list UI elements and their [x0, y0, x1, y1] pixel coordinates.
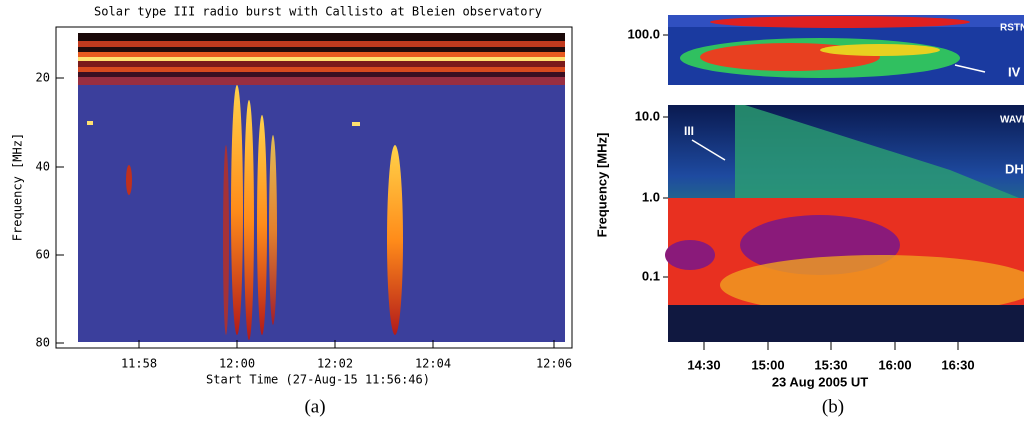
x-tick-label: 11:58: [121, 357, 157, 371]
x-tick-label: 15:00: [751, 357, 784, 372]
annotation: III: [684, 124, 694, 138]
band: [78, 67, 565, 72]
y-axis-label: Frequency [MHz]: [11, 133, 25, 241]
y-tick-label: 40: [36, 160, 50, 174]
y-tick-label: 60: [36, 248, 50, 262]
burst: [126, 165, 132, 195]
x-tick-label: 16:30: [941, 357, 974, 372]
arrow: [691, 139, 726, 161]
y-tick-label: 80: [36, 336, 50, 350]
annotation: WAVES: [1000, 115, 1024, 126]
burst: [387, 145, 403, 335]
y-tick-label: 10.0: [635, 108, 660, 123]
panel-title: Solar type III radio burst with Callisto…: [94, 5, 542, 19]
spot: [352, 122, 360, 126]
panel-a: Solar type III radio burst with Callisto…: [11, 5, 573, 417]
band: [78, 72, 565, 77]
band: [710, 16, 970, 28]
x-ticks: 11:58 12:00 12:02 12:04 12:06: [121, 340, 572, 371]
y-tick-label: 100.0: [627, 26, 660, 41]
y-axis-label: Frequency [MHz]: [594, 133, 609, 238]
band: [78, 52, 565, 57]
emission: [820, 44, 940, 56]
x-tick-label: 15:30: [814, 357, 847, 372]
x-tick-label: 12:06: [536, 357, 572, 371]
caption: (b): [822, 396, 844, 417]
band: [78, 47, 565, 52]
burst: [231, 85, 243, 335]
x-tick-label: 12:04: [415, 357, 451, 371]
arrow: [954, 64, 986, 73]
y-tick-label: 1.0: [642, 189, 660, 204]
spot: [87, 121, 93, 125]
burst: [269, 135, 277, 325]
annotation: DH II: [1005, 161, 1024, 176]
x-axis-label: Start Time (27-Aug-15 11:56:46): [206, 373, 430, 387]
band: [668, 305, 1024, 342]
axes-frame: [55, 26, 573, 349]
emission: [665, 240, 715, 270]
emission: [720, 255, 1024, 315]
annotation: RSTN: [1000, 23, 1024, 34]
band: [78, 33, 565, 41]
y-ticks: 100.0 10.0 1.0 0.1: [627, 26, 668, 283]
burst: [257, 115, 267, 335]
band: [78, 61, 565, 67]
y-ticks: 20 40 60 80: [36, 71, 64, 350]
x-ticks: 14:30 15:00 15:30 16:00 16:30: [687, 342, 975, 372]
x-tick-label: 12:00: [219, 357, 255, 371]
annotation: IV: [1008, 64, 1021, 79]
x-tick-label: 12:02: [317, 357, 353, 371]
band: [78, 57, 565, 61]
panel-b: Frequency [MHz] 100.0 10.0 1.0 0.1 14:30 15:…: [594, 15, 1024, 417]
burst: [223, 145, 229, 335]
band: [78, 77, 565, 85]
y-tick-label: 0.1: [642, 268, 660, 283]
bursts: [87, 85, 403, 340]
x-tick-label: 14:30: [687, 357, 720, 372]
annotations: RSTN IV WAVES III DH II: [684, 23, 1024, 177]
band: [78, 41, 565, 47]
x-tick-label: 16:00: [878, 357, 911, 372]
caption: (a): [304, 396, 325, 417]
y-tick-label: 20: [36, 71, 50, 85]
emission: [735, 105, 1024, 215]
x-axis-label: 23 Aug 2005 UT: [772, 374, 868, 389]
burst: [244, 100, 254, 340]
